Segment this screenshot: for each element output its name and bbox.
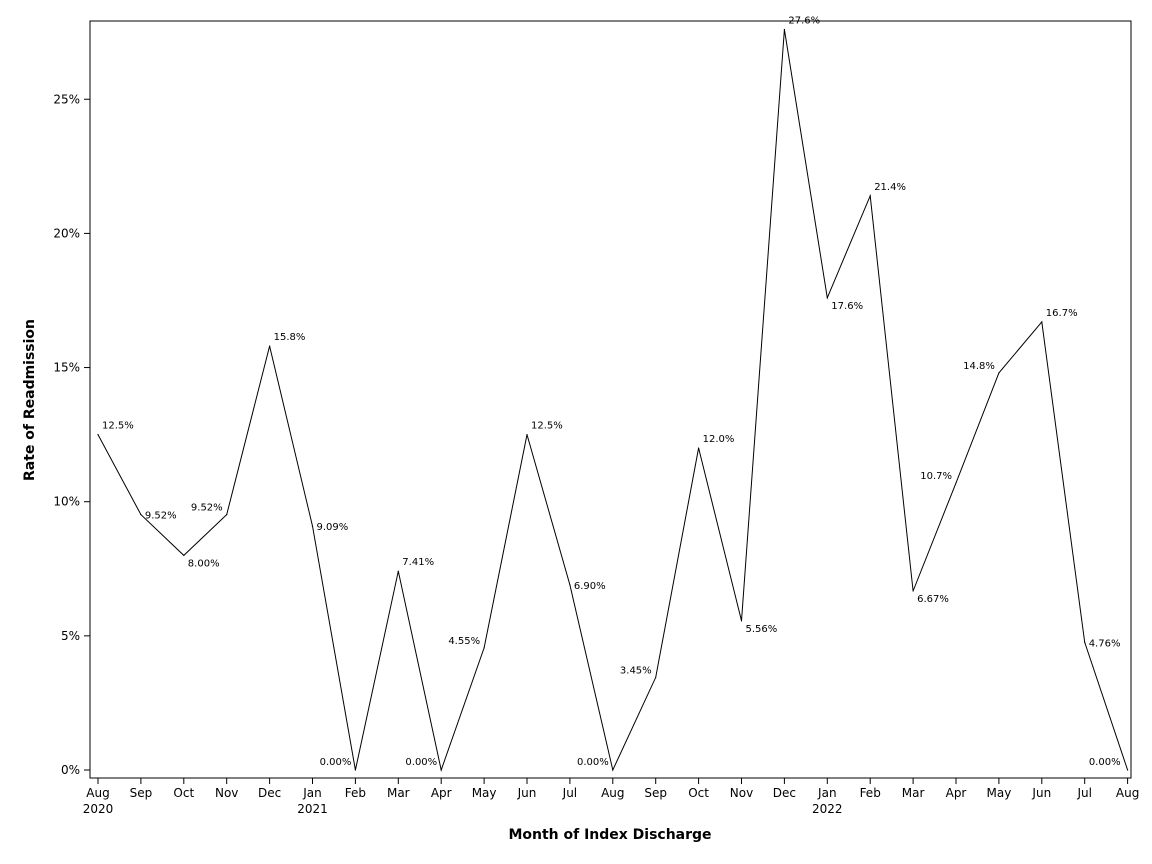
x-year-label: 2021: [297, 802, 328, 816]
x-tick-label: Apr: [946, 786, 967, 800]
data-label: 3.45%: [620, 665, 652, 676]
y-tick-label: 10%: [53, 495, 80, 509]
x-tick-label: Dec: [258, 786, 281, 800]
data-point: [740, 620, 743, 622]
data-label: 0.00%: [1089, 757, 1121, 768]
data-label: 7.41%: [402, 557, 434, 568]
plot-frame: [89, 20, 1132, 779]
x-tick-label: Mar: [902, 786, 925, 800]
y-tick-label: 20%: [53, 226, 80, 240]
data-points: [97, 28, 1129, 771]
data-label: 12.0%: [703, 434, 735, 445]
x-tick-label: Sep: [644, 786, 667, 800]
x-axis: Aug Sep Oct Nov Dec Jan Feb Mar Apr May Jun Jul Aug S…: [83, 778, 1139, 816]
x-tick-label: Sep: [130, 786, 153, 800]
data-label: 4.55%: [448, 636, 480, 647]
x-axis-title: Month of Index Discharge: [508, 827, 711, 843]
data-label: 14.8%: [963, 361, 995, 372]
data-point: [998, 372, 1000, 374]
data-label: 9.09%: [317, 522, 349, 533]
data-label: 12.5%: [531, 421, 563, 432]
data-label: 27.6%: [788, 15, 820, 26]
x-tick-label: Aug: [1116, 786, 1139, 800]
data-label: 0.00%: [320, 757, 352, 768]
readmission-rate-line: [97, 29, 1129, 772]
data-point: [612, 769, 614, 771]
y-axis-title: Rate of Readmission: [22, 319, 38, 481]
data-point: [311, 525, 314, 527]
x-year-label: 2022: [812, 802, 843, 816]
data-point: [526, 434, 528, 436]
x-tick-label: Feb: [860, 786, 881, 800]
data-point: [698, 447, 700, 449]
data-label: 4.76%: [1089, 638, 1121, 649]
x-tick-label: Oct: [173, 786, 194, 800]
x-tick-label: Nov: [215, 786, 238, 800]
x-tick-label: Jul: [1076, 786, 1091, 800]
x-tick-label: Jul: [562, 786, 577, 800]
y-tick-label: 15%: [53, 361, 80, 375]
data-label: 9.52%: [191, 503, 223, 514]
data-point: [483, 647, 485, 649]
data-label: 17.6%: [831, 301, 863, 312]
x-tick-label: Nov: [730, 786, 753, 800]
x-tick-label: Mar: [387, 786, 410, 800]
y-axis: 0% 5% 10% 15% 20% 25%: [53, 92, 90, 777]
data-point: [955, 482, 957, 484]
y-tick-label: 25%: [53, 92, 80, 106]
data-label: 12.5%: [102, 421, 134, 432]
x-tick-label: Dec: [773, 786, 796, 800]
data-label: 6.90%: [574, 581, 606, 592]
x-tick-label: May: [986, 786, 1011, 800]
data-point: [912, 590, 914, 592]
x-tick-label: Jun: [1031, 786, 1051, 800]
data-label: 10.7%: [920, 471, 952, 482]
data-point: [397, 570, 399, 572]
data-labels: 12.5% 9.52% 8.00% 9.52% 15.8% 9.09% 0.00% 7.41%…: [102, 15, 1121, 768]
y-tick-label: 0%: [61, 763, 80, 777]
data-point: [140, 513, 142, 516]
data-label: 8.00%: [188, 558, 220, 569]
data-label: 16.7%: [1046, 308, 1078, 319]
data-point: [269, 345, 271, 347]
data-point: [354, 769, 356, 771]
data-point: [826, 297, 828, 299]
data-label: 0.00%: [405, 757, 437, 768]
y-tick-label: 5%: [61, 629, 80, 643]
x-tick-label: Oct: [688, 786, 709, 800]
x-tick-label: Jan: [302, 786, 322, 800]
data-point: [97, 434, 99, 436]
data-label: 15.8%: [274, 332, 306, 343]
data-point: [783, 28, 786, 31]
data-label: 21.4%: [874, 182, 906, 193]
data-point: [440, 769, 442, 771]
x-tick-label: Jun: [517, 786, 537, 800]
data-point: [1084, 641, 1086, 643]
data-point: [1127, 769, 1129, 771]
data-point: [1041, 321, 1043, 323]
x-year-label: 2020: [83, 802, 114, 816]
x-tick-label: Apr: [431, 786, 452, 800]
x-tick-label: May: [472, 786, 497, 800]
data-point: [226, 513, 228, 516]
data-point: [183, 554, 185, 556]
data-label: 6.67%: [917, 594, 949, 605]
data-label: 9.52%: [145, 511, 177, 522]
x-tick-label: Feb: [345, 786, 366, 800]
x-tick-label: Jan: [817, 786, 837, 800]
x-tick-label: Aug: [601, 786, 624, 800]
x-tick-label: Aug: [86, 786, 109, 800]
data-point: [569, 584, 571, 586]
data-label: 5.56%: [746, 624, 778, 635]
data-label: 0.00%: [577, 757, 609, 768]
data-point: [869, 195, 871, 197]
data-point: [655, 676, 657, 679]
